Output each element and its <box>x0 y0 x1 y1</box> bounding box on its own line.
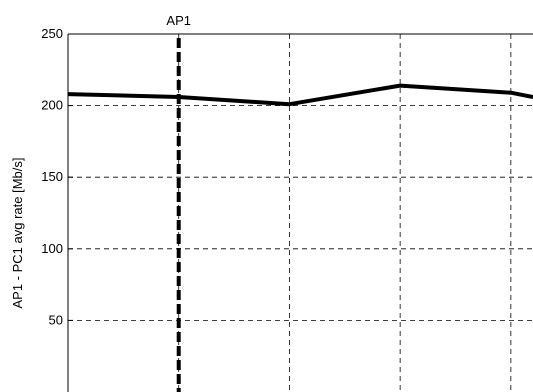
y-ticks: 50 100 150 200 250 <box>41 26 73 327</box>
axes <box>67 33 533 392</box>
series-line-0 <box>67 83 533 107</box>
y-tick-label: 250 <box>41 26 63 41</box>
y-tick-label: 50 <box>49 312 63 327</box>
y-tick-label: 100 <box>41 241 63 256</box>
annotation-layer: AP1 <box>166 13 191 392</box>
series-layer <box>67 83 533 107</box>
y-tick-label: 150 <box>41 169 63 184</box>
y-axis-label: AP1 - PC1 avg rate [Mb/s] <box>10 157 25 308</box>
annotation-label: AP1 <box>166 13 191 28</box>
y-tick-label: 200 <box>41 98 63 113</box>
